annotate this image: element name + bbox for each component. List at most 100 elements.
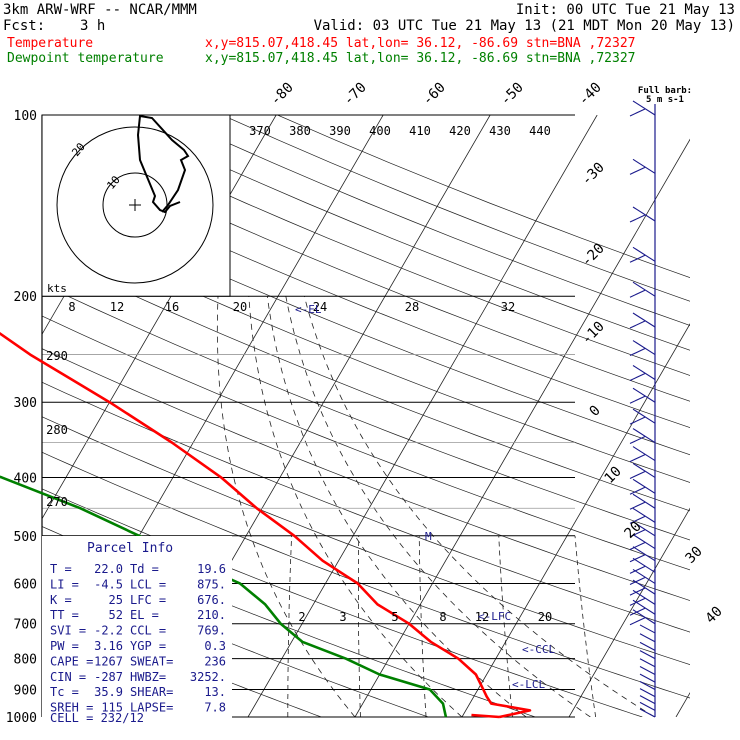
pressure-tick-label: 300	[14, 396, 37, 411]
wind-barb-flag	[629, 214, 646, 223]
parcel-info-label: LAPSE=	[130, 701, 173, 715]
mixing-ratio-label: 12	[475, 610, 489, 624]
theta-label: 290	[46, 349, 68, 363]
valid-time: Valid: 03 UTC Tue 21 May 13 (21 MDT Mon …	[314, 18, 735, 34]
theta-label: 440	[529, 124, 551, 138]
wind-barb	[632, 557, 656, 573]
parcel-info-value: 210.	[197, 608, 226, 622]
pressure-tick-label: 900	[14, 683, 37, 698]
barb-key-speed: 5 m s-1	[646, 95, 684, 105]
mixing-ratio-line	[287, 535, 292, 717]
fcst-label: Fcst:	[3, 18, 45, 34]
mixing-ratio-label: 3	[339, 610, 346, 624]
dry-adiabat	[42, 564, 429, 717]
pressure-tick-label: 1000	[6, 711, 37, 726]
m-marker: M	[425, 530, 432, 543]
lfc-marker: <-LFC	[478, 610, 511, 623]
isotherm-label: -60	[420, 80, 449, 109]
wind-barb	[639, 633, 656, 643]
parcel-info-value: 769.	[197, 624, 226, 638]
pressure-tick-label: 100	[14, 109, 37, 124]
dry-adiabat	[55, 115, 690, 376]
parcel-info-label: PW =	[50, 639, 79, 653]
mixing-ratio-label: 16	[165, 300, 179, 314]
mixing-ratio-label: 20	[538, 610, 552, 624]
mixing-ratio-label: 24	[313, 300, 327, 314]
parcel-info-value: 676.	[197, 593, 226, 607]
parcel-info-value: 13.	[204, 685, 226, 699]
parcel-info-value: 22.0	[94, 562, 123, 576]
wind-barb-flag	[629, 289, 646, 298]
parcel-info-value: 3.16	[94, 639, 123, 653]
parcel-info-label: SWEAT=	[130, 654, 173, 668]
wind-barb	[639, 695, 656, 705]
theta-label: 380	[289, 124, 311, 138]
parcel-info-value: 52	[109, 608, 123, 622]
isotherm-label: 40	[703, 604, 726, 627]
parcel-info-label: SHEAR=	[130, 685, 173, 699]
wind-barb	[639, 658, 656, 668]
parcel-info-label: SREH =	[50, 701, 93, 715]
wind-barb-flag	[629, 529, 646, 538]
parcel-info-value: -4.5	[94, 577, 123, 591]
wind-barb	[632, 579, 656, 595]
parcel-info-value: 115	[101, 701, 123, 715]
wind-barb-flag	[629, 108, 646, 117]
wind-barb	[639, 688, 656, 698]
isotherm-line	[247, 115, 598, 717]
wind-barb	[632, 158, 656, 174]
wind-barb-flag	[629, 576, 646, 585]
wind-barbs	[629, 100, 656, 718]
lcl-marker: <-LCL	[512, 678, 545, 691]
wind-barb	[632, 387, 656, 403]
mixing-ratio-label: 8	[439, 610, 446, 624]
wind-barb-flag	[629, 501, 646, 510]
isotherm-line	[354, 138, 690, 717]
wind-barb	[632, 365, 656, 380]
wind-barb	[632, 534, 656, 549]
ccl-marker: <-CCL	[522, 643, 555, 656]
parcel-info-value: -287	[94, 670, 123, 684]
theta-label: 390	[329, 124, 351, 138]
dry-adiabat	[42, 416, 690, 665]
parcel-info-label: TT =	[50, 608, 79, 622]
el-marker: <-EL	[295, 303, 322, 316]
dry-adiabat	[42, 381, 690, 633]
pressure-tick-label: 800	[14, 653, 37, 668]
wind-barb	[632, 281, 656, 297]
dry-adiabat	[277, 115, 690, 278]
pressure-tick-label: 200	[14, 290, 37, 305]
wind-barb-flag	[629, 565, 646, 574]
wind-barb	[632, 589, 656, 605]
wind-barb	[639, 624, 656, 634]
theta-label: 400	[369, 124, 391, 138]
isotherm-line	[461, 323, 690, 717]
parcel-info-label: SVI =	[50, 624, 86, 638]
mixing-ratio-label: 32	[501, 300, 515, 314]
model-title: 3km ARW-WRF -- NCAR/MMM	[3, 2, 197, 18]
wind-barb	[639, 641, 656, 651]
parcel-info-title: Parcel Info	[87, 541, 173, 556]
parcel-info-label: CCL =	[130, 624, 166, 638]
wind-barb-flag	[629, 486, 646, 495]
theta-label: 270	[46, 495, 68, 509]
wind-barb	[639, 650, 656, 660]
surface-temp-segment	[471, 713, 500, 719]
parcel-info-value: 19.6	[197, 562, 226, 576]
parcel-info-value: 3252.	[190, 670, 226, 684]
wind-barb-flag	[629, 617, 646, 626]
parcel-info-value: 7.8	[204, 701, 226, 715]
legend-temperature-info: x,y=815.07,418.45 lat,lon= 36.12, -86.69…	[205, 36, 635, 51]
parcel-cell: CELL = 232/12	[50, 711, 144, 725]
parcel-info-panel: Parcel Info T = 22.0 Td = 19.6 LI = -4.5 LCL =…	[42, 536, 232, 726]
wind-barb-flag	[629, 254, 646, 263]
wind-barb	[632, 206, 656, 222]
wind-barb-flag	[629, 348, 646, 357]
dry-adiabat	[42, 451, 690, 699]
isotherm-label: -80	[268, 80, 297, 109]
legend-dewpoint-label: Dewpoint temperature	[7, 51, 164, 66]
isotherm-label: 10	[602, 464, 625, 487]
isotherm-label: 20	[622, 519, 645, 542]
wind-barb	[639, 708, 656, 718]
wind-barb-flag	[629, 542, 646, 551]
